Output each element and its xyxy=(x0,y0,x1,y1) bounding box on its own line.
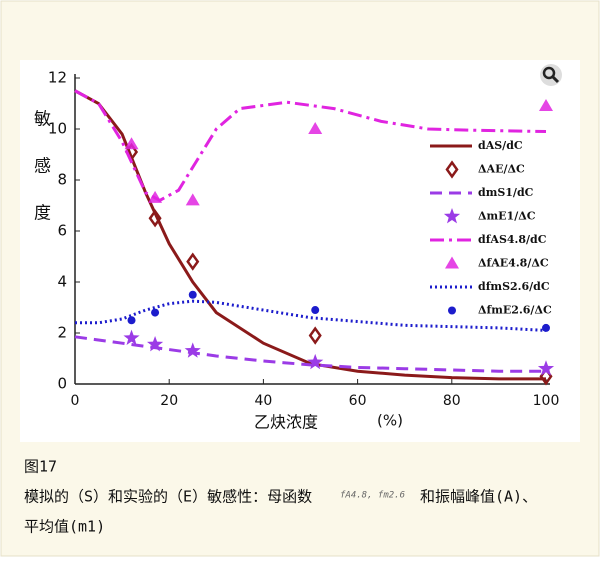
caption-text: 和振幅峰值(A)、 xyxy=(420,488,537,506)
x-tick-label: 20 xyxy=(160,393,178,409)
y-tick-label: 6 xyxy=(57,222,67,240)
point xyxy=(148,209,162,228)
caption-functions: fA4.8, fm2.6 xyxy=(340,491,405,501)
legend-label: ΔfmE2.6/ΔC xyxy=(478,304,552,317)
legend-marker xyxy=(445,160,459,179)
caption-figure: 图17 xyxy=(24,458,57,476)
point xyxy=(186,252,200,271)
legend-label: ΔfAE4.8/ΔC xyxy=(478,257,549,270)
legend-label: ΔmE1/ΔC xyxy=(478,210,536,223)
point xyxy=(537,360,555,376)
point xyxy=(311,306,320,315)
x-tick-label: 0 xyxy=(71,393,80,409)
point xyxy=(151,308,160,317)
point xyxy=(123,329,140,345)
x-label: 乙炔浓度 xyxy=(254,413,318,432)
legend-label: dmS1/dC xyxy=(478,186,534,199)
line xyxy=(75,299,547,332)
legend-label: dfAS4.8/dC xyxy=(478,233,547,246)
point xyxy=(148,190,163,203)
point xyxy=(539,99,553,112)
point xyxy=(124,137,139,150)
point xyxy=(308,122,323,134)
legend-marker xyxy=(448,306,456,315)
zoom-icon[interactable] xyxy=(540,64,562,86)
x-tick-label: 100 xyxy=(533,393,560,409)
point xyxy=(308,326,322,345)
legend-marker xyxy=(445,256,459,269)
point xyxy=(184,342,201,358)
y-tick-label: 8 xyxy=(57,171,67,189)
line xyxy=(74,89,547,203)
x-tick-label: 60 xyxy=(349,393,367,409)
y-tick-label: 2 xyxy=(57,324,67,342)
line xyxy=(74,89,546,381)
legend-label: ΔAE/ΔC xyxy=(478,163,525,176)
legend-marker xyxy=(443,208,461,224)
y-tick-label: 12 xyxy=(48,69,67,87)
point xyxy=(127,316,136,325)
legend-label: dfmS2.6/dC xyxy=(478,280,550,293)
x-tick-label: 40 xyxy=(254,393,272,409)
caption-text: 模拟的（S）和实验的（E）敏感性：母函数 xyxy=(24,488,312,506)
legend-label: dAS/dC xyxy=(478,139,523,152)
point xyxy=(185,193,200,206)
y-tick-label: 4 xyxy=(57,273,67,291)
y-tick-label: 10 xyxy=(48,120,67,138)
point xyxy=(542,323,550,332)
x-tick-label: 80 xyxy=(443,393,461,409)
caption-text: 平均值(m1) xyxy=(24,518,105,536)
point xyxy=(188,290,197,299)
y-tick-label: 0 xyxy=(57,375,67,393)
x-unit: (%) xyxy=(377,412,403,430)
y-label: 敏感度 xyxy=(30,109,51,250)
point xyxy=(307,353,324,370)
point xyxy=(146,335,164,352)
